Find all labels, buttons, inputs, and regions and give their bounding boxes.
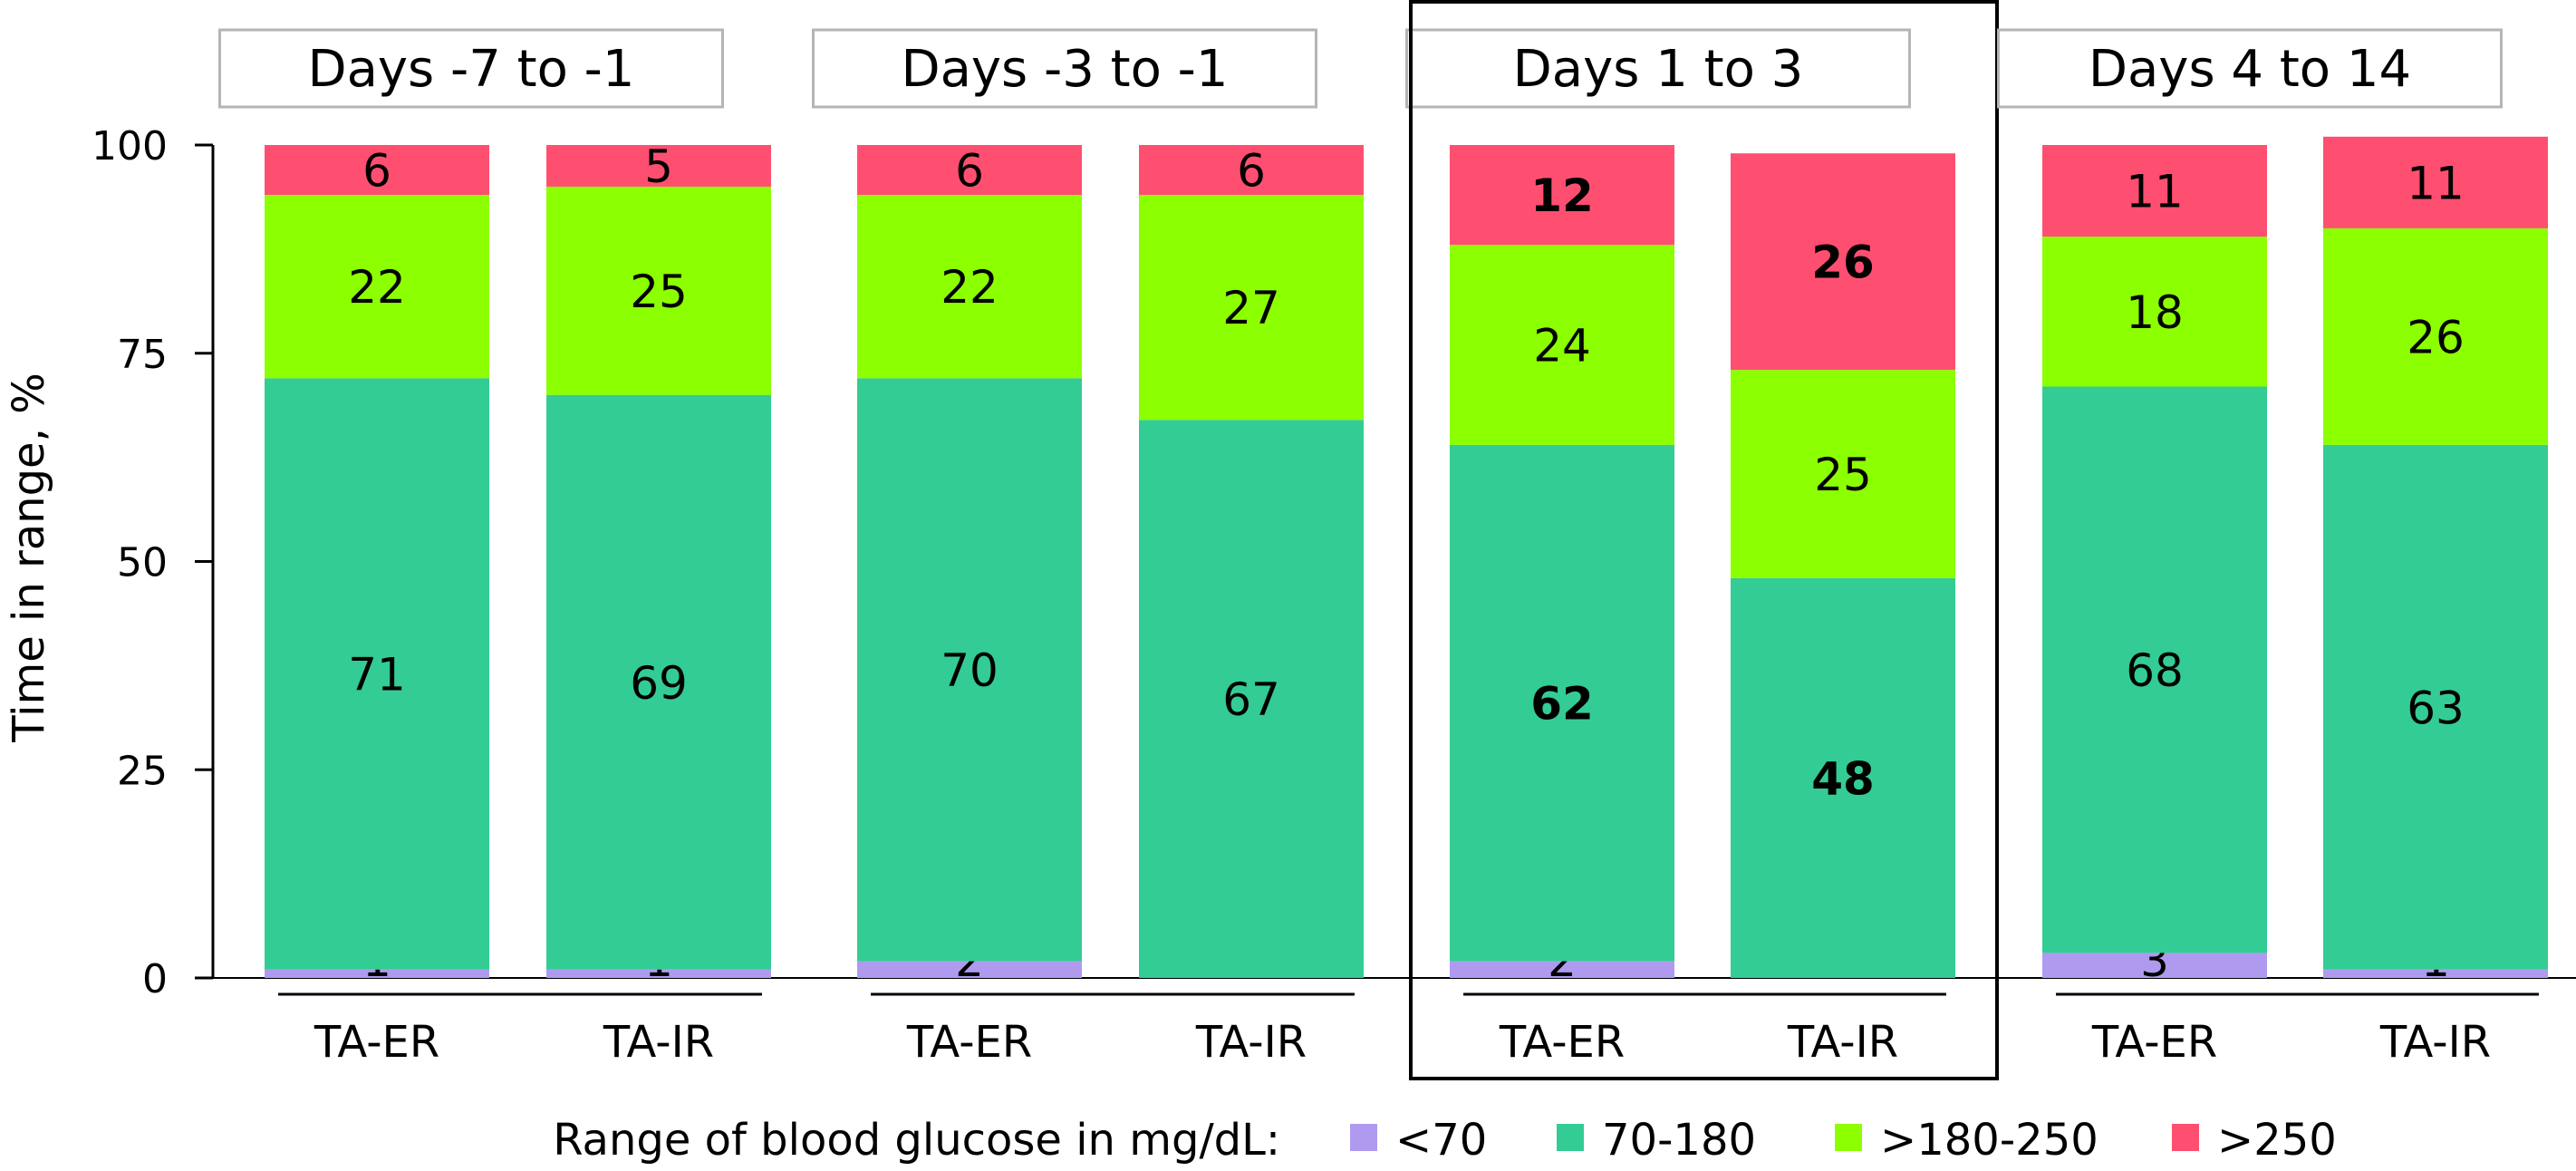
bar-segment xyxy=(1139,195,1364,421)
data-label: 62 xyxy=(1530,678,1594,731)
category-label: TA-IR xyxy=(1195,1017,1307,1068)
bar-segment xyxy=(1139,145,1364,196)
panel-title: Days -3 to -1 xyxy=(901,40,1228,99)
legend: Range of blood glucose in mg/dL: <70 70-1… xyxy=(553,1115,2337,1166)
bar-segment xyxy=(2323,444,2548,970)
data-label: 69 xyxy=(630,657,688,710)
data-label: 24 xyxy=(1533,320,1591,373)
legend-items: <70 70-180 >180-250 >250 xyxy=(1350,1115,2337,1166)
bar-segment xyxy=(1731,370,1955,578)
legend-swatch xyxy=(2172,1124,2199,1151)
data-label: 48 xyxy=(1811,752,1875,805)
panel-title-box xyxy=(218,28,724,109)
data-label: 68 xyxy=(2126,644,2184,697)
bar-segment xyxy=(1450,245,1674,445)
data-label: 6 xyxy=(362,145,391,198)
legend-title: Range of blood glucose in mg/dL: xyxy=(553,1115,1280,1166)
data-label: 63 xyxy=(2407,682,2465,734)
legend-label: 70-180 xyxy=(1602,1115,1756,1166)
bar-segment xyxy=(2042,145,2267,237)
legend-label: <70 xyxy=(1395,1115,1487,1166)
bar-segment xyxy=(2042,237,2267,387)
data-label: 11 xyxy=(2126,166,2184,218)
panel-title: Days 1 to 3 xyxy=(1513,40,1804,99)
legend-swatch xyxy=(1350,1124,1377,1151)
panels: Days -7 to -1171226TA-ER169255TA-IRDays … xyxy=(218,0,2548,1080)
bar-segment xyxy=(2323,227,2548,445)
bar-segment xyxy=(857,195,1082,379)
bar-segment xyxy=(2042,386,2267,953)
category-label: TA-ER xyxy=(2091,1017,2217,1068)
bar-segment xyxy=(1731,153,1955,371)
y-tick-label: 100 xyxy=(92,123,168,169)
legend-label: >250 xyxy=(2217,1115,2337,1166)
legend-label: >180-250 xyxy=(1880,1115,2098,1166)
data-label: 6 xyxy=(1237,145,1266,198)
panel-title-box xyxy=(1405,28,1911,109)
bar-segment xyxy=(546,145,771,187)
data-label: 5 xyxy=(644,140,673,193)
bar-segment xyxy=(2323,969,2548,978)
data-label: 26 xyxy=(1811,237,1875,289)
panel: Days -7 to -1171226TA-ER169255TA-IR xyxy=(218,28,771,1068)
bar-segment xyxy=(1139,420,1364,978)
bar-segment xyxy=(857,961,1082,978)
panel-title: Days 4 to 14 xyxy=(2089,40,2411,99)
bar-segment xyxy=(1450,961,1674,978)
y-tick-label: 0 xyxy=(142,956,168,1002)
data-label: 25 xyxy=(1814,449,1872,501)
y-tick-label: 25 xyxy=(117,748,168,794)
category-label: TA-IR xyxy=(2379,1017,2491,1068)
legend-swatch xyxy=(1835,1124,1862,1151)
bar-segment xyxy=(265,378,489,970)
highlight-frame xyxy=(1409,0,1999,1080)
category-label: TA-IR xyxy=(603,1017,714,1068)
data-label: 11 xyxy=(2407,157,2465,209)
bar-segment xyxy=(546,186,771,395)
category-label: TA-ER xyxy=(1499,1017,1625,1068)
legend-swatch xyxy=(1557,1124,1584,1151)
data-label: 25 xyxy=(630,266,688,318)
category-label: TA-IR xyxy=(1787,1017,1898,1068)
category-label: TA-ER xyxy=(906,1017,1032,1068)
bar-segment xyxy=(1731,577,1955,978)
bar-segment xyxy=(2042,953,2267,978)
y-tick-label: 75 xyxy=(117,332,168,378)
data-label: 22 xyxy=(348,261,406,314)
bar-segment xyxy=(546,969,771,978)
data-label: 70 xyxy=(941,644,999,697)
bar-segment xyxy=(265,969,489,978)
data-label: 6 xyxy=(955,145,984,198)
panel: Days -3 to -1270226TA-ER067276TA-IR xyxy=(812,28,1364,1068)
bar-segment xyxy=(265,195,489,379)
data-label: 18 xyxy=(2126,286,2184,339)
data-label: 12 xyxy=(1530,169,1594,222)
bar-segment xyxy=(1450,145,1674,246)
y-axis-title: Time in range, % xyxy=(4,373,54,742)
bar-segment xyxy=(857,378,1082,962)
data-label: 26 xyxy=(2407,311,2465,363)
bar-segment xyxy=(265,145,489,196)
bar-segment xyxy=(2323,136,2548,228)
panel-title-box xyxy=(1997,28,2503,109)
bar-segment xyxy=(857,145,1082,196)
data-label: 71 xyxy=(348,649,406,702)
category-label: TA-ER xyxy=(314,1017,439,1068)
panel-title: Days -7 to -1 xyxy=(307,40,634,99)
data-label: 67 xyxy=(1222,673,1280,726)
panel-title-box xyxy=(812,28,1317,109)
bar-segment xyxy=(546,394,771,970)
panel: Days 1 to 32622412TA-ER0482526TA-IR xyxy=(1405,0,1999,1080)
y-tick-label: 50 xyxy=(117,540,168,586)
bar-segment xyxy=(1450,444,1674,962)
data-label: 27 xyxy=(1222,282,1280,334)
data-label: 22 xyxy=(941,261,999,314)
